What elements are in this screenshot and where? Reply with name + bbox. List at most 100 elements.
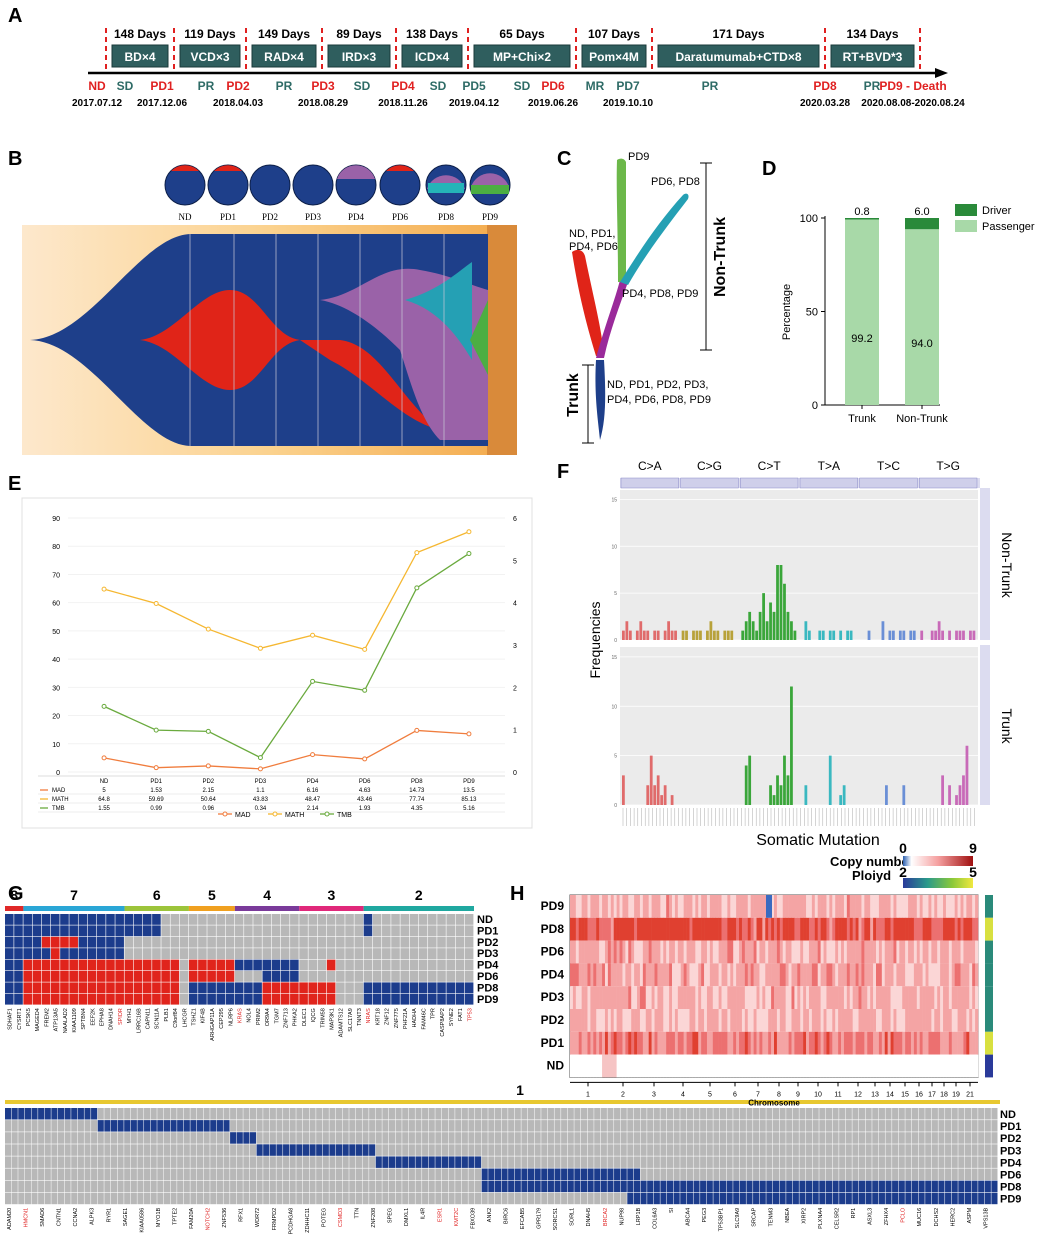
- heatmap-cell: [388, 1120, 396, 1132]
- heatmap-cell: [382, 1192, 389, 1205]
- cnv-cell: [972, 1054, 976, 1078]
- cnv-cell: [820, 963, 824, 987]
- heatmap-cell: [106, 948, 115, 959]
- heatmap-cell: [812, 1192, 819, 1205]
- heatmap-cell: [97, 1192, 104, 1205]
- cnv-cell: [642, 895, 647, 918]
- heatmap-cell: [892, 1132, 899, 1144]
- cnv-cell: [873, 895, 877, 918]
- cnv-cell: [902, 1054, 906, 1078]
- heatmap-cell: [441, 1168, 449, 1180]
- heatmap-cell: [316, 1192, 323, 1205]
- cnv-cell: [590, 963, 594, 987]
- cnv-cell: [916, 1054, 921, 1078]
- heatmap-cell: [157, 1108, 164, 1120]
- cnv-cell: [806, 986, 810, 1009]
- heatmap-cell: [620, 1132, 627, 1144]
- cnv-cell: [835, 963, 839, 987]
- cnv-cell: [916, 895, 921, 918]
- cnv-cell: [572, 1054, 577, 1078]
- cnv-cell: [800, 917, 804, 941]
- heatmap-cell: [600, 1120, 607, 1132]
- heatmap-cell: [51, 1192, 58, 1205]
- cnv-cell: [669, 895, 673, 918]
- cluster-label: 7: [70, 887, 78, 903]
- cnv-cell: [887, 895, 891, 918]
- heatmap-cell: [230, 1192, 237, 1205]
- point-mad: [101, 755, 107, 761]
- cnv-cell: [674, 1054, 679, 1078]
- heatmap-cell: [57, 1108, 65, 1120]
- heatmap-cell: [223, 1156, 230, 1168]
- gene-label: ADAM20: [7, 1208, 13, 1230]
- heatmap-cell: [726, 1132, 733, 1144]
- point-tmb: [466, 551, 472, 557]
- cnv-cell: [957, 986, 961, 1009]
- cnv-cell: [808, 963, 813, 987]
- gene-label: EFCAB5: [520, 1208, 526, 1229]
- heatmap-cell: [878, 1192, 885, 1205]
- point-math: [205, 626, 211, 632]
- non-trunk-label: Non-Trunk: [712, 217, 729, 297]
- cnv-cell: [814, 917, 819, 941]
- heatmap-cell: [680, 1108, 687, 1120]
- y-axis-label: Percentage: [781, 284, 793, 340]
- heatmap-cell: [408, 1144, 415, 1156]
- heatmap-cell: [446, 959, 456, 971]
- heatmap-cell: [600, 1180, 607, 1193]
- heatmap-cell: [163, 1180, 170, 1193]
- heatmap-cell: [819, 1180, 826, 1193]
- heatmap-cell: [925, 1132, 932, 1144]
- mutation-bar: [758, 611, 762, 640]
- heatmap-cell: [402, 1192, 409, 1205]
- heatmap-cell: [225, 948, 235, 959]
- heatmap-cell: [587, 1132, 594, 1144]
- heatmap-cell: [283, 1132, 290, 1144]
- cnv-cell: [969, 986, 973, 1009]
- heatmap-cell: [290, 993, 299, 1005]
- heatmap-cell: [938, 1120, 945, 1132]
- ploidy-cell: [985, 963, 993, 987]
- cnv-cell: [602, 940, 606, 964]
- cnv-cell: [785, 1054, 789, 1078]
- cnv-cell: [870, 1009, 874, 1032]
- heatmap-cell: [44, 1120, 51, 1132]
- cnv-cell: [829, 1009, 833, 1032]
- cnv-cell: [838, 895, 842, 918]
- heatmap-cell: [971, 1180, 978, 1193]
- heatmap-cell: [362, 1180, 369, 1193]
- heatmap-cell: [362, 1156, 369, 1168]
- cnv-cell: [736, 940, 740, 964]
- heatmap-cell: [31, 1144, 38, 1156]
- cnv-cell: [712, 940, 717, 964]
- heatmap-cell: [163, 1108, 170, 1120]
- heatmap-cell: [892, 1156, 899, 1168]
- heatmap-cell: [14, 925, 23, 937]
- mutation-bar: [748, 611, 752, 640]
- heatmap-cell: [660, 1168, 667, 1180]
- heatmap-cell: [521, 1120, 528, 1132]
- group-strip: [620, 477, 679, 489]
- cnv-cell: [876, 917, 880, 941]
- heatmap-cell: [475, 1192, 482, 1205]
- gene-label: KIAA0586: [139, 1208, 145, 1233]
- cnv-cell: [590, 986, 594, 1009]
- cnv-cell: [934, 963, 938, 987]
- heatmap-cell: [77, 1156, 84, 1168]
- y-right-tick: 1: [513, 728, 517, 735]
- heatmap-cell: [152, 936, 161, 948]
- heatmap-cell: [620, 1120, 627, 1132]
- heatmap-cell: [527, 1144, 535, 1156]
- heatmap-cell: [210, 1192, 217, 1205]
- heatmap-cell: [276, 1132, 283, 1144]
- heatmap-cell: [5, 1120, 12, 1132]
- heatmap-cell: [501, 1144, 508, 1156]
- mutation-bar: [649, 755, 653, 805]
- heatmap-cell: [527, 1120, 535, 1132]
- y-left-tick: 80: [52, 544, 60, 551]
- heatmap-cell: [428, 971, 437, 982]
- heatmap-cell: [210, 1168, 217, 1180]
- heatmap-cell: [207, 993, 216, 1005]
- heatmap-cell: [786, 1156, 793, 1168]
- cnv-cell: [718, 963, 722, 987]
